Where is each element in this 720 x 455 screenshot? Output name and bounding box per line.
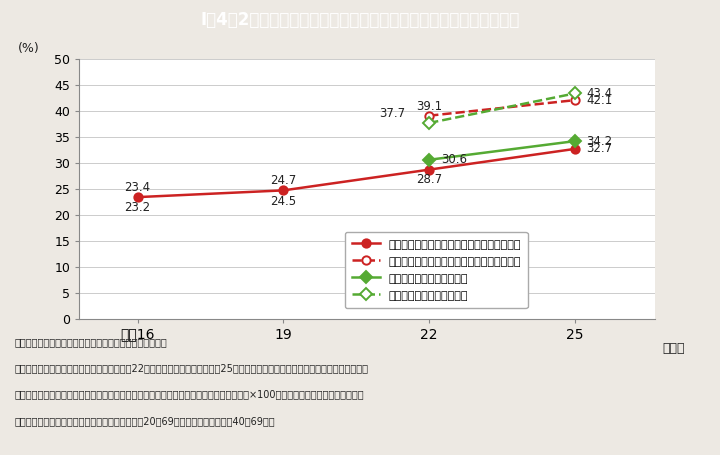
Text: 39.1: 39.1 <box>416 100 442 112</box>
Text: 43.4: 43.4 <box>587 87 613 100</box>
Text: I－4－2図　子宮がん（子宮頸がん）及び乳がん検診の受診率の推移: I－4－2図 子宮がん（子宮頸がん）及び乳がん検診の受診率の推移 <box>200 11 520 29</box>
Text: 23.2: 23.2 <box>125 201 150 214</box>
Text: 23.4: 23.4 <box>125 181 150 194</box>
Text: （年）: （年） <box>662 342 685 355</box>
Text: 37.7: 37.7 <box>379 107 406 120</box>
Text: 「子宮がん（子宮頸がん）検診」が20～69歳，「乳がん検診」が40～69歳。: 「子宮がん（子宮頸がん）検診」が20～69歳，「乳がん検診」が40～69歳。 <box>14 416 275 426</box>
Text: 24.5: 24.5 <box>270 195 297 207</box>
Text: 42.1: 42.1 <box>587 94 613 106</box>
Text: ２．子宮がん検診については，平成22年までは「子宮がん検診」，25年は「子宮がん（子宮頸がん）検診」として調査。: ２．子宮がん検診については，平成22年までは「子宮がん検診」，25年は「子宮がん… <box>14 363 369 373</box>
Text: 34.2: 34.2 <box>587 135 613 147</box>
Text: 30.6: 30.6 <box>441 153 467 166</box>
Text: 24.7: 24.7 <box>270 174 297 187</box>
Legend: 子宮がん（子宮頸がん）検診（過去１年間）, 子宮がん（子宮頸がん）検診（過去２年間）, 乳がん検診（過去１年間）, 乳がん検診（過去２年間）: 子宮がん（子宮頸がん）検診（過去１年間）, 子宮がん（子宮頸がん）検診（過去２年… <box>345 232 528 308</box>
Text: (%): (%) <box>18 41 40 55</box>
Text: （備考）１．厚生労働省「国民生活基礎調査」より作成。: （備考）１．厚生労働省「国民生活基礎調査」より作成。 <box>14 337 167 347</box>
Text: ３．受診率は，「検診受診者数」／「対象年齢の世帯人員数（入院者除く。）」×100により算出。なお，対象年齢は，: ３．受診率は，「検診受診者数」／「対象年齢の世帯人員数（入院者除く。）」×100… <box>14 389 364 399</box>
Text: 32.7: 32.7 <box>587 142 613 156</box>
Text: 28.7: 28.7 <box>416 173 442 186</box>
